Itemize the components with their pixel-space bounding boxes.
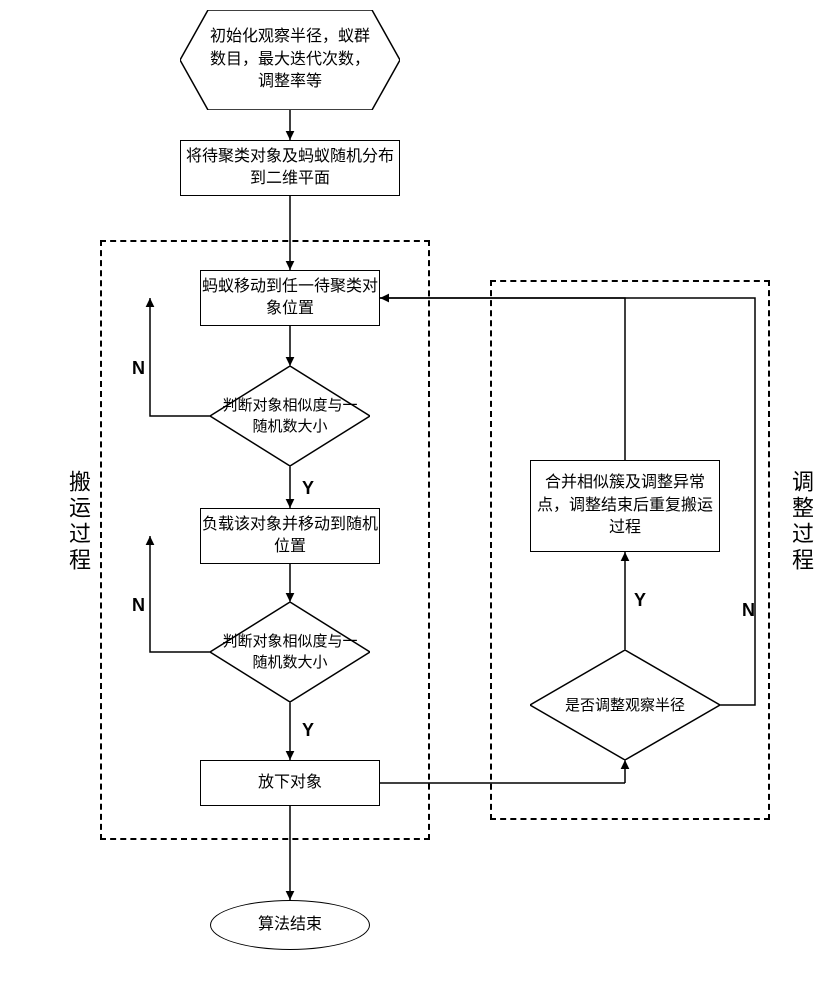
compare-similarity-1: 判断对象相似度与一随机数大小 <box>210 366 370 466</box>
cmp2-text: 判断对象相似度与一随机数大小 <box>210 631 370 673</box>
end-text: 算法结束 <box>258 914 322 936</box>
cmp1-text: 判断对象相似度与一随机数大小 <box>210 395 370 437</box>
edge-label-N1: N <box>130 358 147 379</box>
compare-similarity-2: 判断对象相似度与一随机数大小 <box>210 602 370 702</box>
edge-label-adjY: Y <box>632 590 648 611</box>
adjust-radius-decision: 是否调整观察半径 <box>530 650 720 760</box>
edge-label-adjN: N <box>740 600 757 621</box>
transport-process-label: 搬运过程 <box>62 470 94 574</box>
ant-move-step: 蚂蚁移动到任一待聚类对象位置 <box>200 270 380 326</box>
carry-step: 负载该对象并移动到随机位置 <box>200 508 380 564</box>
adjustR-text: 是否调整观察半径 <box>557 695 693 716</box>
scatter-step: 将待聚类对象及蚂蚁随机分布到二维平面 <box>180 140 400 196</box>
edge-label-Y2: Y <box>300 720 316 741</box>
init-text: 初始化观察半径，蚁群数目，最大迭代次数，调整率等 <box>180 26 400 93</box>
drop-text: 放下对象 <box>258 772 322 794</box>
drop-step: 放下对象 <box>200 760 380 806</box>
edge-label-N2: N <box>130 595 147 616</box>
move-text: 蚂蚁移动到任一待聚类对象位置 <box>201 276 379 321</box>
end-terminal: 算法结束 <box>210 900 370 950</box>
adjust-process-label: 调整过程 <box>785 470 817 574</box>
edge-label-Y1: Y <box>300 478 316 499</box>
carry-text: 负载该对象并移动到随机位置 <box>201 514 379 559</box>
merge-text: 合并相似簇及调整异常点，调整结束后重复搬运过程 <box>531 472 719 539</box>
merge-step: 合并相似簇及调整异常点，调整结束后重复搬运过程 <box>530 460 720 552</box>
scatter-text: 将待聚类对象及蚂蚁随机分布到二维平面 <box>181 146 399 191</box>
init-hexagon: 初始化观察半径，蚁群数目，最大迭代次数，调整率等 <box>180 10 400 110</box>
